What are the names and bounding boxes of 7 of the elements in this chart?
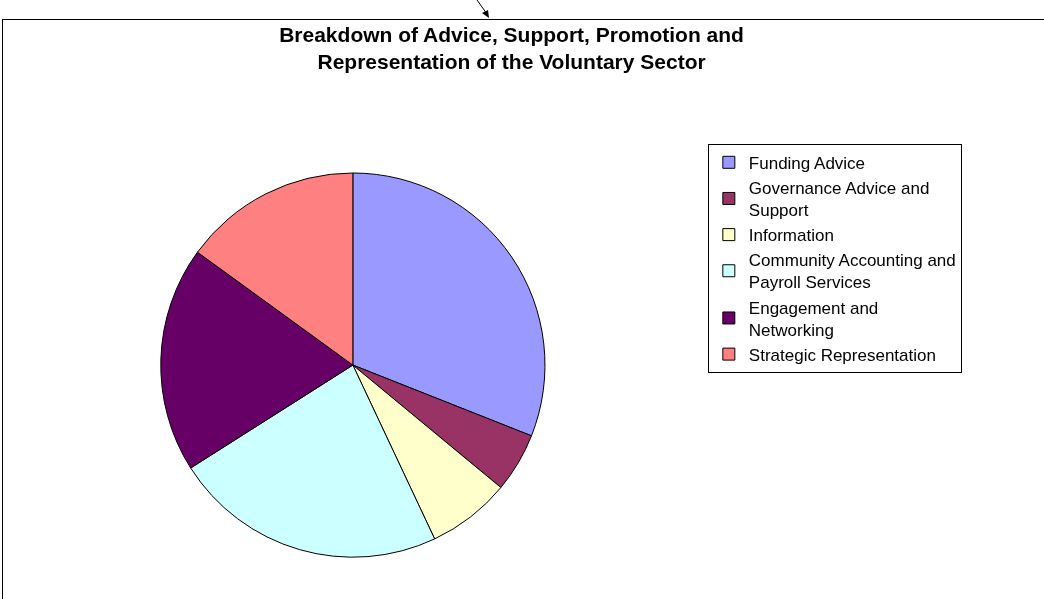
chart-title: Breakdown of Advice, Support, Promotion and Representation of the Voluntary Sector <box>279 22 744 74</box>
legend-label: Funding Advice <box>748 153 866 173</box>
legend-label: Community Accounting and Payroll Services <box>748 251 956 293</box>
legend-label: Strategic Representation <box>748 345 936 365</box>
legend-label: Governance Advice and Support <box>748 179 930 221</box>
legend-label: Engagement and Networking <box>748 298 879 340</box>
legend-label: Information <box>748 226 834 246</box>
